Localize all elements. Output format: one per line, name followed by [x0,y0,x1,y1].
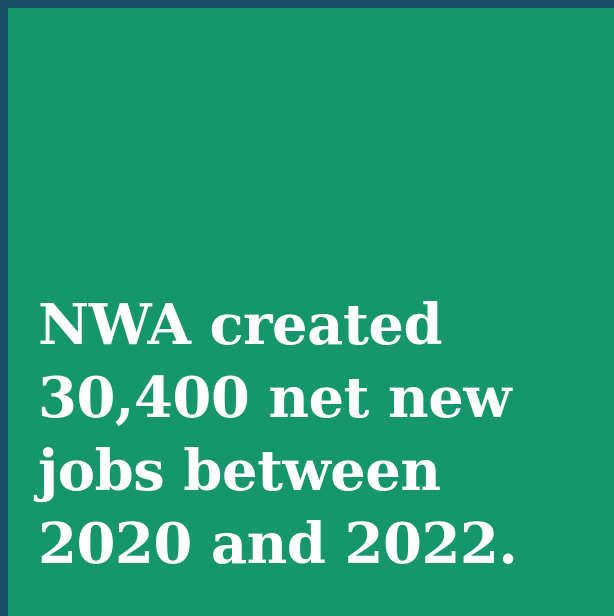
stat-line-2: 30,400 net new [38,365,512,431]
stat-line-3: jobs between [38,438,441,504]
stat-card: NWA created 30,400 net new jobs between … [8,8,614,616]
stat-line-1: NWA created [38,292,443,358]
stat-line-4: 2020 and 2022. [38,511,518,577]
stat-headline: NWA created 30,400 net new jobs between … [38,289,598,581]
